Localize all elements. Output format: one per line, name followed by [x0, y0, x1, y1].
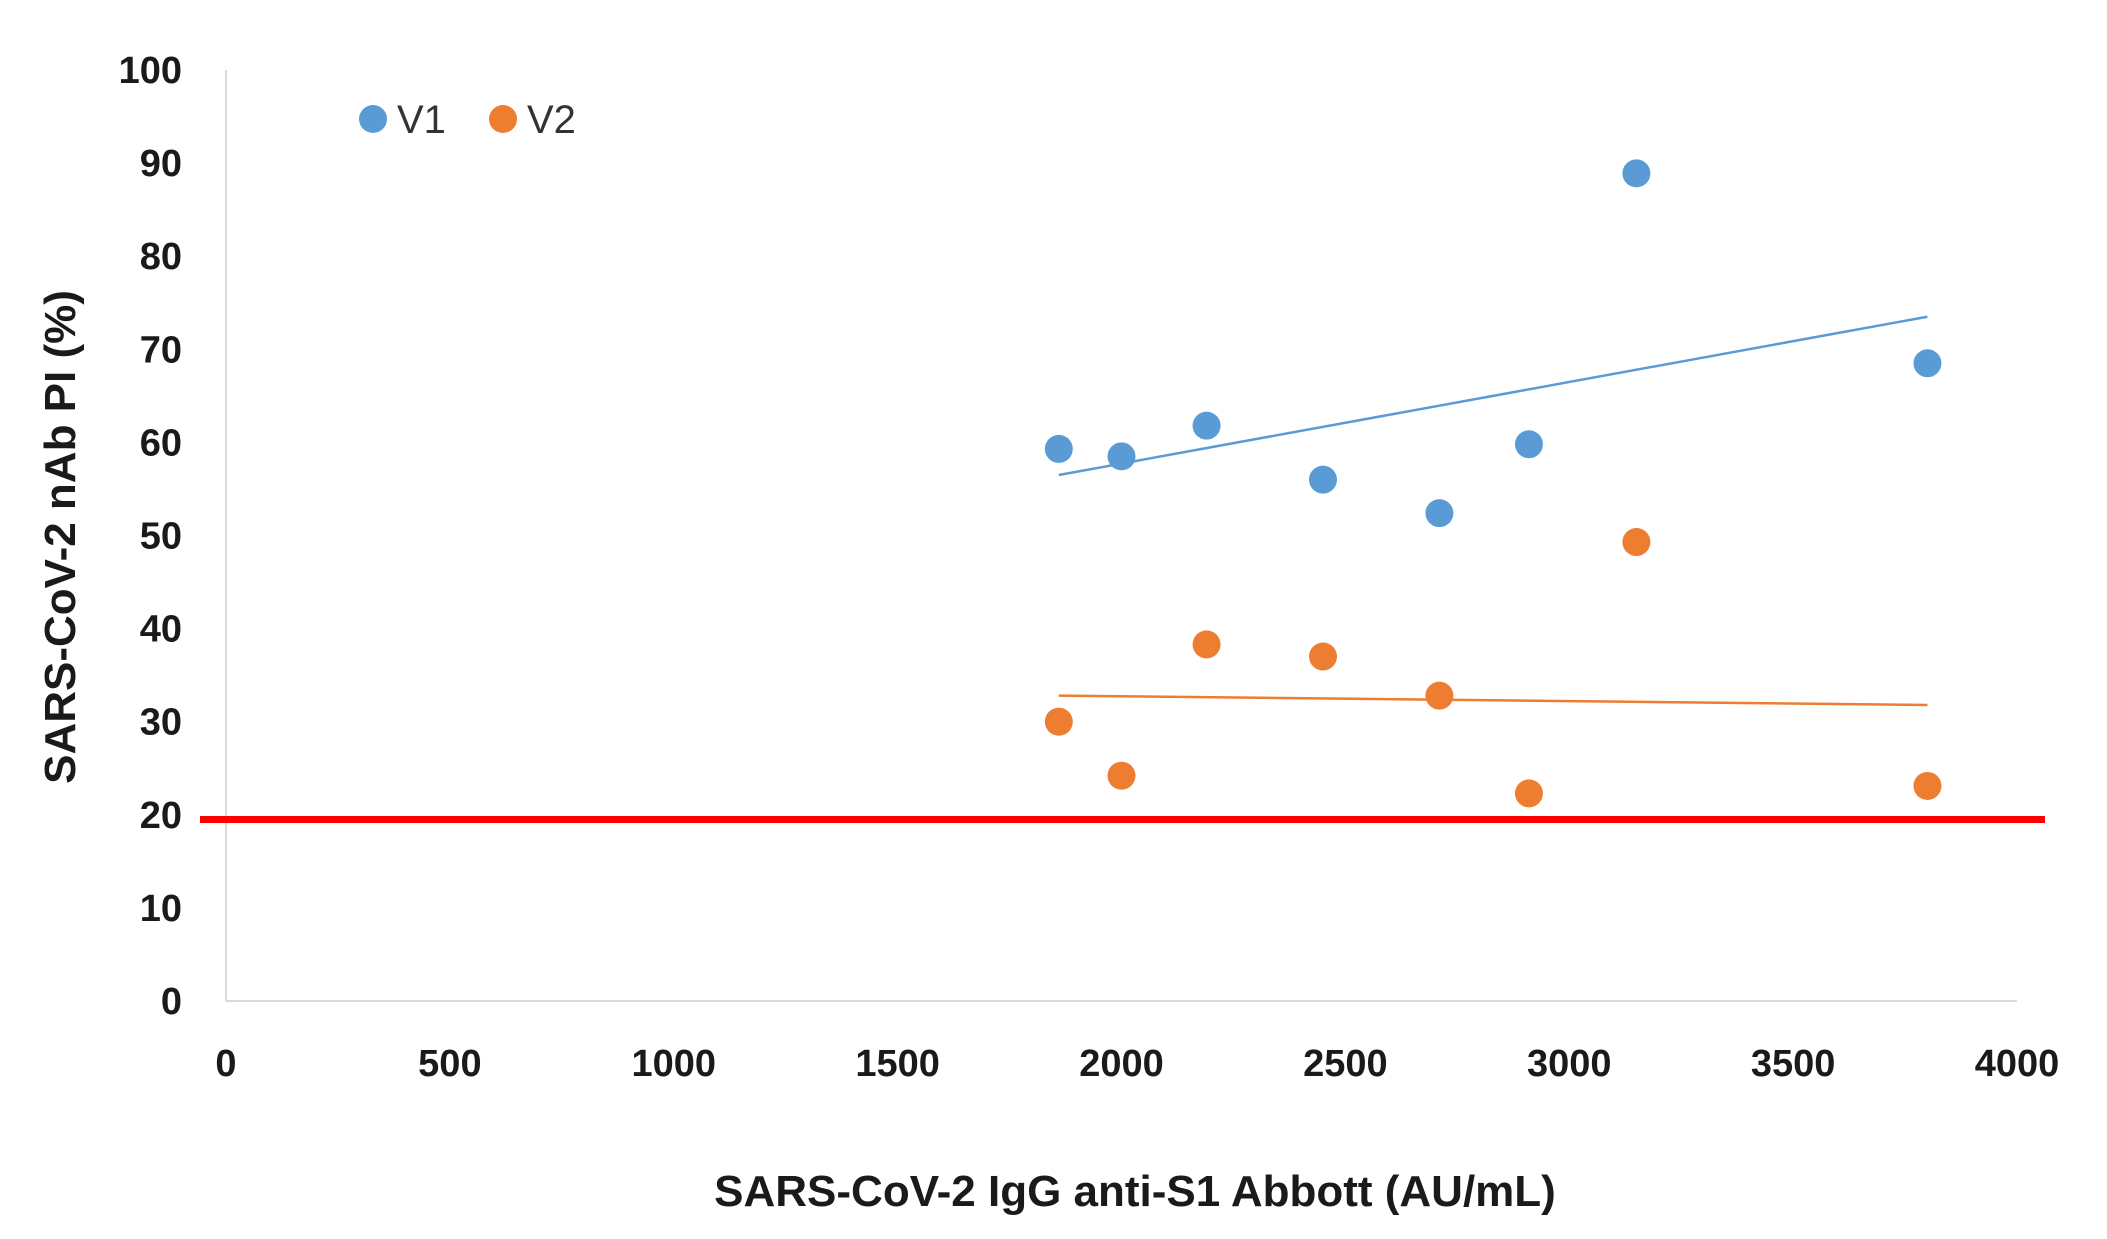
x-tick-label: 3000 — [1527, 1043, 1612, 1085]
x-tick-labels: 0 500 1000 1500 2000 2500 3000 3500 4000 — [215, 1043, 2059, 1085]
x-tick-label: 4000 — [1975, 1043, 2060, 1085]
data-point-v2 — [1308, 642, 1337, 671]
data-point-v1 — [1514, 430, 1543, 459]
x-tick-label: 2000 — [1079, 1043, 1164, 1085]
data-point-v1 — [1044, 434, 1073, 463]
y-tick-label: 80 — [140, 236, 182, 278]
legend-marker-v2 — [489, 105, 517, 133]
x-tick-label: 500 — [418, 1043, 481, 1085]
data-points — [1044, 159, 1942, 808]
data-point-v1 — [1425, 499, 1454, 528]
y-tick-label: 90 — [140, 143, 182, 185]
legend-marker-v1 — [359, 105, 387, 133]
data-point-v2 — [1425, 681, 1454, 710]
y-tick-label: 20 — [140, 795, 182, 837]
trendline-v1 — [1058, 315, 1928, 477]
x-tick-label: 0 — [215, 1043, 236, 1085]
x-tick-label: 3500 — [1751, 1043, 1836, 1085]
data-point-v1 — [1192, 411, 1221, 440]
y-axis-title: SARS-CoV-2 nAb PI (%) — [36, 290, 85, 784]
data-point-v2 — [1913, 771, 1942, 800]
y-tick-label: 30 — [140, 702, 182, 744]
data-point-v2 — [1622, 528, 1651, 557]
data-point-v2 — [1192, 630, 1221, 659]
trendlines — [1058, 315, 1928, 707]
y-tick-label: 70 — [140, 329, 182, 371]
legend-label-v1: V1 — [397, 98, 446, 142]
data-point-v1 — [1308, 465, 1337, 494]
data-point-v1 — [1107, 442, 1136, 471]
y-tick-label: 10 — [140, 888, 182, 930]
axes — [225, 70, 2017, 1002]
y-tick-label: 40 — [140, 609, 182, 651]
data-point-v1 — [1913, 349, 1942, 378]
y-tick-label: 60 — [140, 422, 182, 464]
x-tick-label: 1500 — [855, 1043, 940, 1085]
y-tick-label: 0 — [161, 981, 182, 1023]
data-point-v2 — [1514, 779, 1543, 808]
y-tick-label: 50 — [140, 516, 182, 558]
y-tick-labels: 0 10 20 30 40 50 60 70 80 90 100 — [119, 50, 182, 1023]
legend: V1 V2 — [359, 98, 576, 142]
x-tick-label: 1000 — [631, 1043, 716, 1085]
x-axis-title: SARS-CoV-2 IgG anti-S1 Abbott (AU/mL) — [714, 1167, 1556, 1216]
y-tick-label: 100 — [119, 50, 182, 92]
x-tick-label: 2500 — [1303, 1043, 1388, 1085]
data-point-v1 — [1622, 159, 1651, 188]
data-point-v2 — [1044, 707, 1073, 736]
legend-label-v2: V2 — [527, 98, 576, 142]
trendline-v2 — [1058, 694, 1928, 707]
data-point-v2 — [1107, 761, 1136, 790]
